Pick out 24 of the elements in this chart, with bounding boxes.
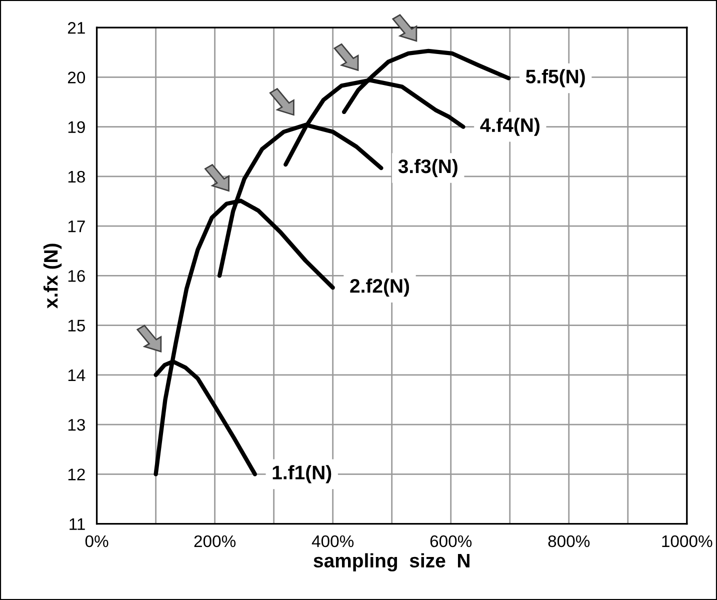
y-tick-label: 17 (68, 220, 85, 232)
y-tick-label: 15 (68, 320, 85, 332)
y-tick-label: 12 (68, 468, 85, 480)
x-axis-title: sampling size N (314, 553, 470, 572)
series-label: 4.f4(N) (480, 118, 540, 136)
series-label: 3.f3(N) (398, 158, 458, 178)
x-tick-label: 600% (430, 535, 472, 548)
x-tick-label: 0% (85, 535, 108, 548)
y-tick-label: 14 (68, 370, 86, 381)
y-tick-label: 19 (68, 121, 85, 134)
y-tick-label: 20 (68, 72, 86, 84)
series-label: 1.f1(N) (272, 465, 332, 484)
y-tick-label: 21 (68, 22, 85, 34)
x-tick-label: 800% (548, 535, 590, 548)
series-label: 2.f2(N) (350, 278, 410, 297)
x-tick-label: 200% (194, 535, 236, 548)
series-label: 5.f5(N) (526, 69, 585, 88)
y-tick-label: 16 (68, 270, 85, 282)
x-tick-label: 1000% (662, 535, 712, 548)
y-tick-label: 18 (68, 170, 85, 183)
y-tick-label: 11 (70, 518, 85, 530)
x-tick-label: 400% (312, 535, 354, 548)
y-axis-title: x.fx (N) (43, 244, 62, 309)
y-tick-label: 13 (68, 418, 85, 431)
